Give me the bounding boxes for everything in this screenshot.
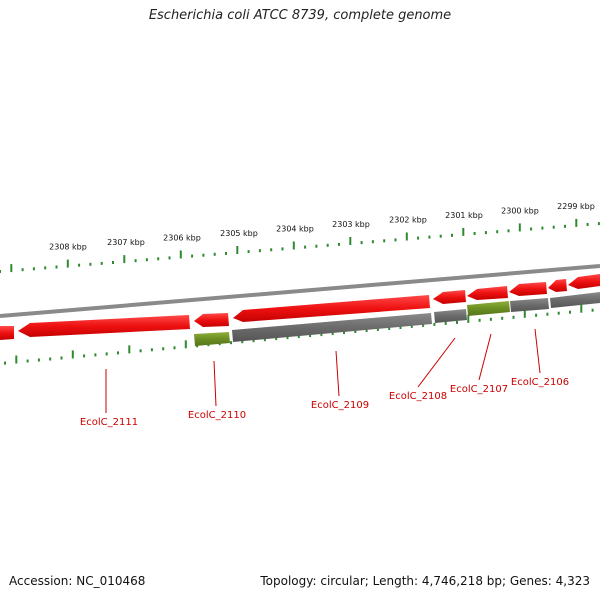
gene-arrow [509, 282, 547, 296]
gene-label: EcolC_2111 [80, 417, 138, 428]
backbone-track [0, 264, 600, 318]
map-title: Escherichia coli ATCC 8739, complete gen… [148, 8, 452, 23]
scale-tick-label: 2302 kbp [389, 215, 427, 224]
rna-feature [194, 332, 230, 346]
gene-leader-line [417, 337, 456, 388]
gene-leader-line [213, 360, 217, 407]
scale-tick-label: 2304 kbp [276, 224, 314, 233]
scale-labels: 2308 kbp 2307 kbp 2306 kbp 2305 kbp 2304 kbp… [49, 202, 595, 252]
gene-arrow [194, 313, 229, 327]
accession-label: Accession: NC_010468 [9, 574, 146, 588]
scale-tick-label: 2306 kbp [163, 233, 201, 242]
rna-feature [467, 301, 510, 316]
gene-label: EcolC_2107 [450, 384, 508, 395]
scale-tick-label: 2307 kbp [107, 238, 145, 247]
gene-arrow [233, 295, 430, 322]
cds-feature [550, 292, 600, 308]
scale-tick-label: 2299 kbp [557, 202, 595, 211]
gene-arrow [467, 286, 508, 300]
gene-arrow [18, 315, 190, 337]
gene-label: EcolC_2108 [389, 391, 447, 402]
gene-label: EcolC_2109 [311, 400, 369, 411]
genome-summary: Topology: circular; Length: 4,746,218 bp… [260, 574, 590, 588]
cds-feature [434, 309, 467, 323]
gene-arrow [433, 290, 466, 304]
cds-feature [232, 313, 432, 342]
gene-leader-line [478, 333, 492, 381]
cds-feature [510, 298, 549, 312]
gene-leader-line [534, 328, 541, 374]
scale-tick-label: 2303 kbp [332, 220, 370, 229]
gene-label: EcolC_2110 [188, 410, 246, 421]
scale-tick-label: 2308 kbp [49, 243, 87, 252]
scale-tick-label: 2301 kbp [445, 211, 483, 220]
scale-tick-label: 2305 kbp [220, 229, 258, 238]
gene-callouts: EcolC_2111 EcolC_2110 EcolC_2109 EcolC_2108… [80, 328, 569, 428]
gene-arrow [0, 326, 14, 340]
gene-leader-line [335, 350, 340, 397]
gene-arrow [568, 274, 600, 289]
scale-tick-label: 2300 kbp [501, 206, 539, 215]
gene-arrow [548, 279, 567, 292]
gene-label: EcolC_2106 [511, 377, 569, 388]
upper-tick-ruler [0, 218, 600, 273]
